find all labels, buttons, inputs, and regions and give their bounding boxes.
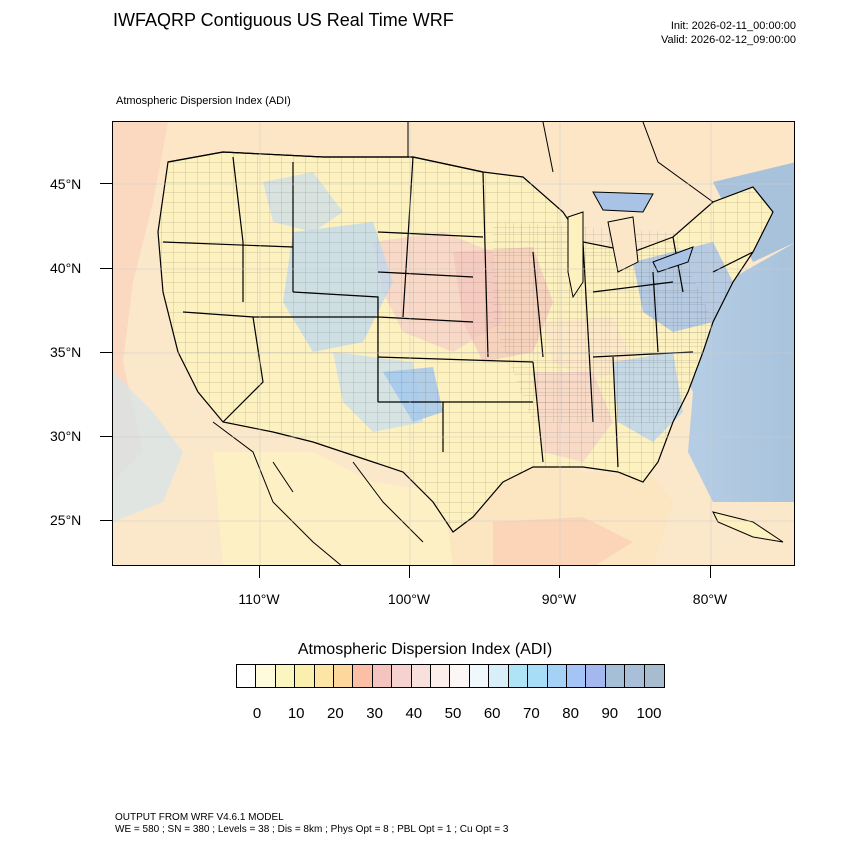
- footer-model: OUTPUT FROM WRF V4.6.1 MODEL: [115, 812, 284, 823]
- valid-time: Valid: 2026-02-12_09:00:00: [661, 34, 796, 46]
- map-graphic: [113, 122, 794, 565]
- colorbar-label: 90: [601, 705, 619, 722]
- colorbar-box: [275, 665, 296, 687]
- colorbar-label: 30: [366, 705, 383, 722]
- colorbar-label: 50: [444, 705, 462, 722]
- lon-label-80w: 80°W: [692, 591, 728, 607]
- chart-title: IWFAQRP Contiguous US Real Time WRF: [113, 10, 454, 30]
- colorbar-label: 40: [405, 705, 423, 722]
- colorbar-title: Atmospheric Dispersion Index (ADI): [297, 641, 553, 658]
- colorbar-box: [469, 665, 490, 687]
- lat-label-25n: 25°N: [50, 512, 82, 528]
- lat-tick: [100, 520, 112, 521]
- lat-tick: [100, 436, 112, 437]
- lon-tick: [259, 566, 260, 578]
- colorbar-box: [528, 665, 548, 687]
- colorbar-box: [334, 665, 354, 687]
- colorbar-box: [625, 665, 645, 687]
- colorbar-label: 100: [636, 705, 662, 722]
- colorbar-box: [508, 665, 529, 687]
- mexico-region: [213, 452, 453, 565]
- colorbar-box: [605, 665, 626, 687]
- colorbar-box: [295, 665, 315, 687]
- colorbar-box: [586, 665, 606, 687]
- graticule: [113, 122, 794, 565]
- colorbar-box: [644, 665, 664, 687]
- lat-tick: [100, 352, 112, 353]
- lat-tick: [100, 268, 112, 269]
- colorbar-label: 10: [287, 705, 305, 722]
- colorbar-box: [314, 665, 335, 687]
- field-label: Atmospheric Dispersion Index (ADI): [116, 95, 291, 107]
- colorbar-box: [547, 665, 567, 687]
- colorbar-box: [392, 665, 412, 687]
- colorbar-label: 0: [252, 705, 262, 722]
- colorbar-box: [237, 665, 257, 687]
- colorbar-label: 70: [523, 705, 540, 722]
- lon-label-110w: 110°W: [238, 591, 280, 607]
- colorbar-label: 80: [562, 705, 579, 722]
- lon-tick: [710, 566, 711, 578]
- lat-label-40n: 40°N: [50, 260, 82, 276]
- colorbar-box: [566, 665, 587, 687]
- lat-label-30n: 30°N: [50, 428, 82, 444]
- colorbar-label: 20: [327, 705, 344, 722]
- colorbar-box: [431, 665, 451, 687]
- colorbar-box: [256, 665, 276, 687]
- colorbar-box: [411, 665, 432, 687]
- lat-label-45n: 45°N: [50, 176, 82, 192]
- lon-tick: [409, 566, 410, 578]
- lat-label-35n: 35°N: [50, 344, 82, 360]
- footer-params: WE = 580 ; SN = 380 ; Levels = 38 ; Dis …: [115, 824, 509, 835]
- colorbar-label: 60: [483, 705, 501, 722]
- lat-tick: [100, 183, 112, 184]
- lon-label-100w: 100°W: [387, 591, 431, 607]
- lon-label-90w: 90°W: [541, 591, 577, 607]
- colorbar-box: [372, 665, 393, 687]
- colorbar-box: [450, 665, 470, 687]
- init-time: Init: 2026-02-11_00:00:00: [670, 20, 796, 32]
- map-panel: [112, 121, 795, 566]
- colorbar-box: [489, 665, 509, 687]
- lon-tick: [559, 566, 560, 578]
- colorbar: [236, 664, 665, 688]
- colorbar-box: [353, 665, 373, 687]
